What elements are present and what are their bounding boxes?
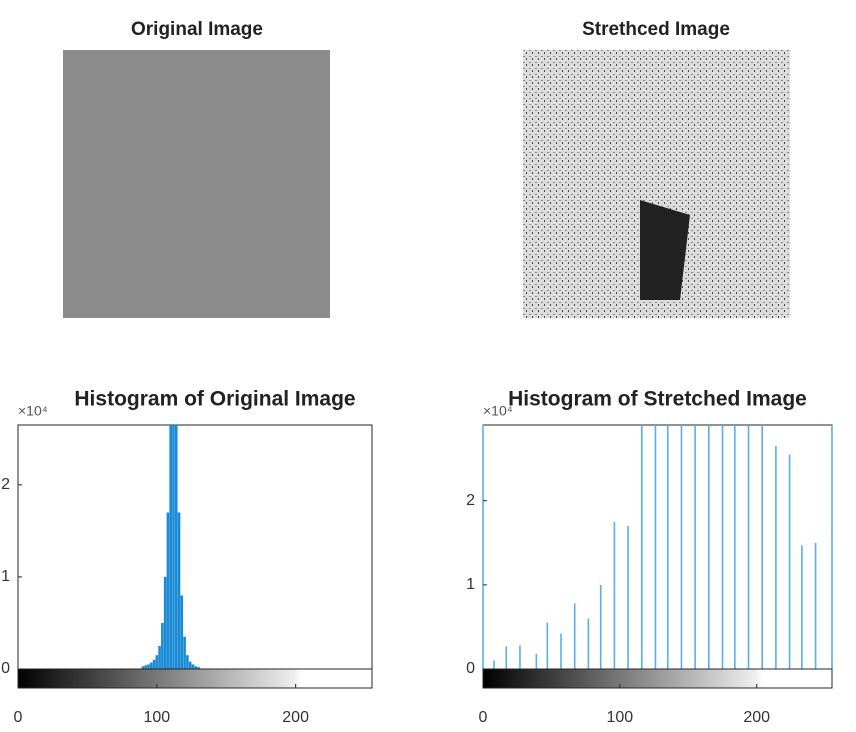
y-tick-label: 1: [466, 576, 475, 593]
y-tick-label: 2: [466, 492, 475, 509]
x-tick-label: 100: [143, 709, 170, 726]
x-tick-label: 0: [479, 709, 488, 726]
chart-title: Histogram of Original Image: [74, 388, 355, 411]
image-title: Original Image: [131, 19, 263, 40]
y-tick-label: 1: [1, 568, 10, 585]
image-title: Strethced Image: [582, 19, 730, 40]
x-tick-label: 0: [14, 709, 23, 726]
y-tick-label: 0: [1, 660, 10, 677]
x-tick-label: 200: [743, 709, 770, 726]
chart-title: Histogram of Stretched Image: [508, 388, 807, 411]
axes-box: [18, 425, 372, 669]
colorbar: [18, 669, 372, 688]
y-tick-label: 0: [466, 660, 475, 677]
y-tick-label: 2: [1, 476, 10, 493]
y-exponent: ×10⁴: [18, 403, 48, 419]
axes-box: [483, 425, 832, 669]
original-image: [63, 50, 330, 318]
colorbar: [483, 669, 832, 688]
x-tick-label: 100: [607, 709, 634, 726]
figure: Original Image Strethced Image 012010020…: [0, 0, 856, 727]
x-tick-label: 200: [282, 709, 309, 726]
